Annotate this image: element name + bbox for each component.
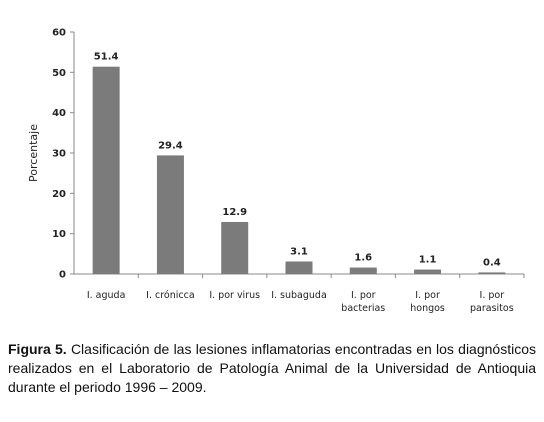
- caption-text: Clasificación de las lesiones inflamator…: [8, 341, 536, 395]
- x-tick-label: I. subaguda: [271, 290, 327, 301]
- y-tick-label: 0: [59, 270, 66, 281]
- x-tick-label: I. por: [415, 290, 440, 301]
- bar: [414, 269, 442, 274]
- x-tick-label: bacterias: [341, 303, 385, 314]
- x-tick-label: hongos: [410, 303, 445, 314]
- x-tick-label: parasitos: [470, 303, 514, 314]
- data-label: 3.1: [290, 246, 308, 257]
- bar: [349, 267, 377, 274]
- data-label: 1.1: [419, 255, 437, 266]
- caption-label: Figura 5.: [8, 341, 67, 357]
- data-label: 29.4: [158, 140, 183, 151]
- y-tick-label: 50: [52, 68, 66, 79]
- data-label: 51.4: [94, 52, 119, 63]
- bar: [156, 155, 184, 274]
- y-tick-label: 30: [52, 149, 66, 160]
- data-label: 12.9: [222, 207, 247, 218]
- bar: [478, 272, 506, 274]
- x-tick-label: I. por: [480, 290, 505, 301]
- data-label: 1.6: [354, 253, 372, 264]
- data-label: 0.4: [483, 257, 501, 268]
- bar-chart: 0 10 20 30 40 50 60 Porcentaje 51.4 I. aguda 29.4 I…: [27, 28, 525, 314]
- x-tick-label: I. por: [351, 290, 376, 301]
- y-tick-label: 60: [52, 28, 66, 39]
- y-axis-label: Porcentaje: [27, 124, 40, 182]
- bar: [285, 261, 313, 274]
- y-tick-label: 20: [52, 189, 66, 200]
- x-tick-label: I. aguda: [87, 290, 126, 301]
- figure-caption: Figura 5. Clasificación de las lesiones …: [8, 340, 536, 397]
- bar: [92, 66, 120, 274]
- y-tick-label: 40: [52, 108, 66, 119]
- x-tick-label: I. crónicca: [146, 290, 195, 301]
- x-tick-label: I. por virus: [209, 290, 260, 301]
- bar: [221, 221, 249, 274]
- y-tick-label: 10: [52, 229, 66, 240]
